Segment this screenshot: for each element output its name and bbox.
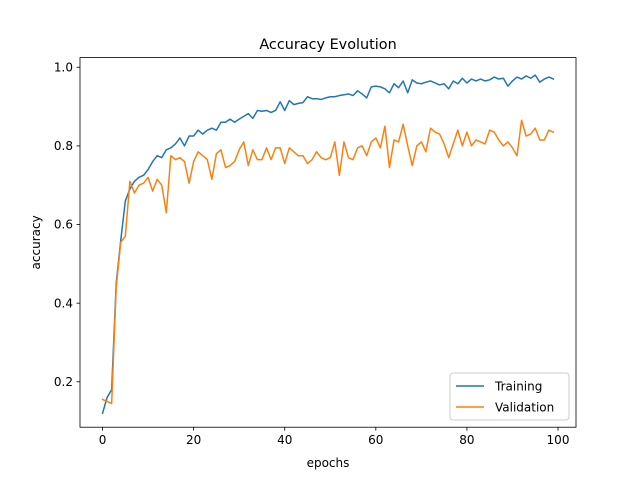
series-line-validation [101,119,555,405]
y-tick-label: 0.8 [54,139,73,153]
legend-label-validation: Validation [495,401,554,415]
legend-box [449,372,570,421]
plot-area [79,57,577,428]
x-tick-label: 80 [459,433,474,447]
x-axis-label: epochs [307,456,350,470]
series-group [101,74,555,415]
y-axis-label: accuracy [29,215,43,269]
x-tick-label: 60 [368,433,383,447]
legend: Training Validation [449,372,570,421]
x-tick-label: 20 [186,433,201,447]
y-axis-ticks: 0.2 0.4 0.6 0.8 1.0 [54,60,80,389]
y-tick-label: 1.0 [54,60,73,74]
x-tick-label: 100 [547,433,570,447]
legend-label-training: Training [494,380,542,394]
y-tick-label: 0.2 [54,375,73,389]
series-line-training [101,74,555,415]
x-axis-ticks: 0 20 40 60 80 100 [99,427,570,447]
x-tick-label: 0 [99,433,107,447]
x-tick-label: 40 [277,433,292,447]
y-tick-label: 0.4 [54,296,73,310]
axes-frame [79,57,577,428]
chart-title: Accuracy Evolution [259,37,396,53]
y-tick-label: 0.6 [54,218,73,232]
